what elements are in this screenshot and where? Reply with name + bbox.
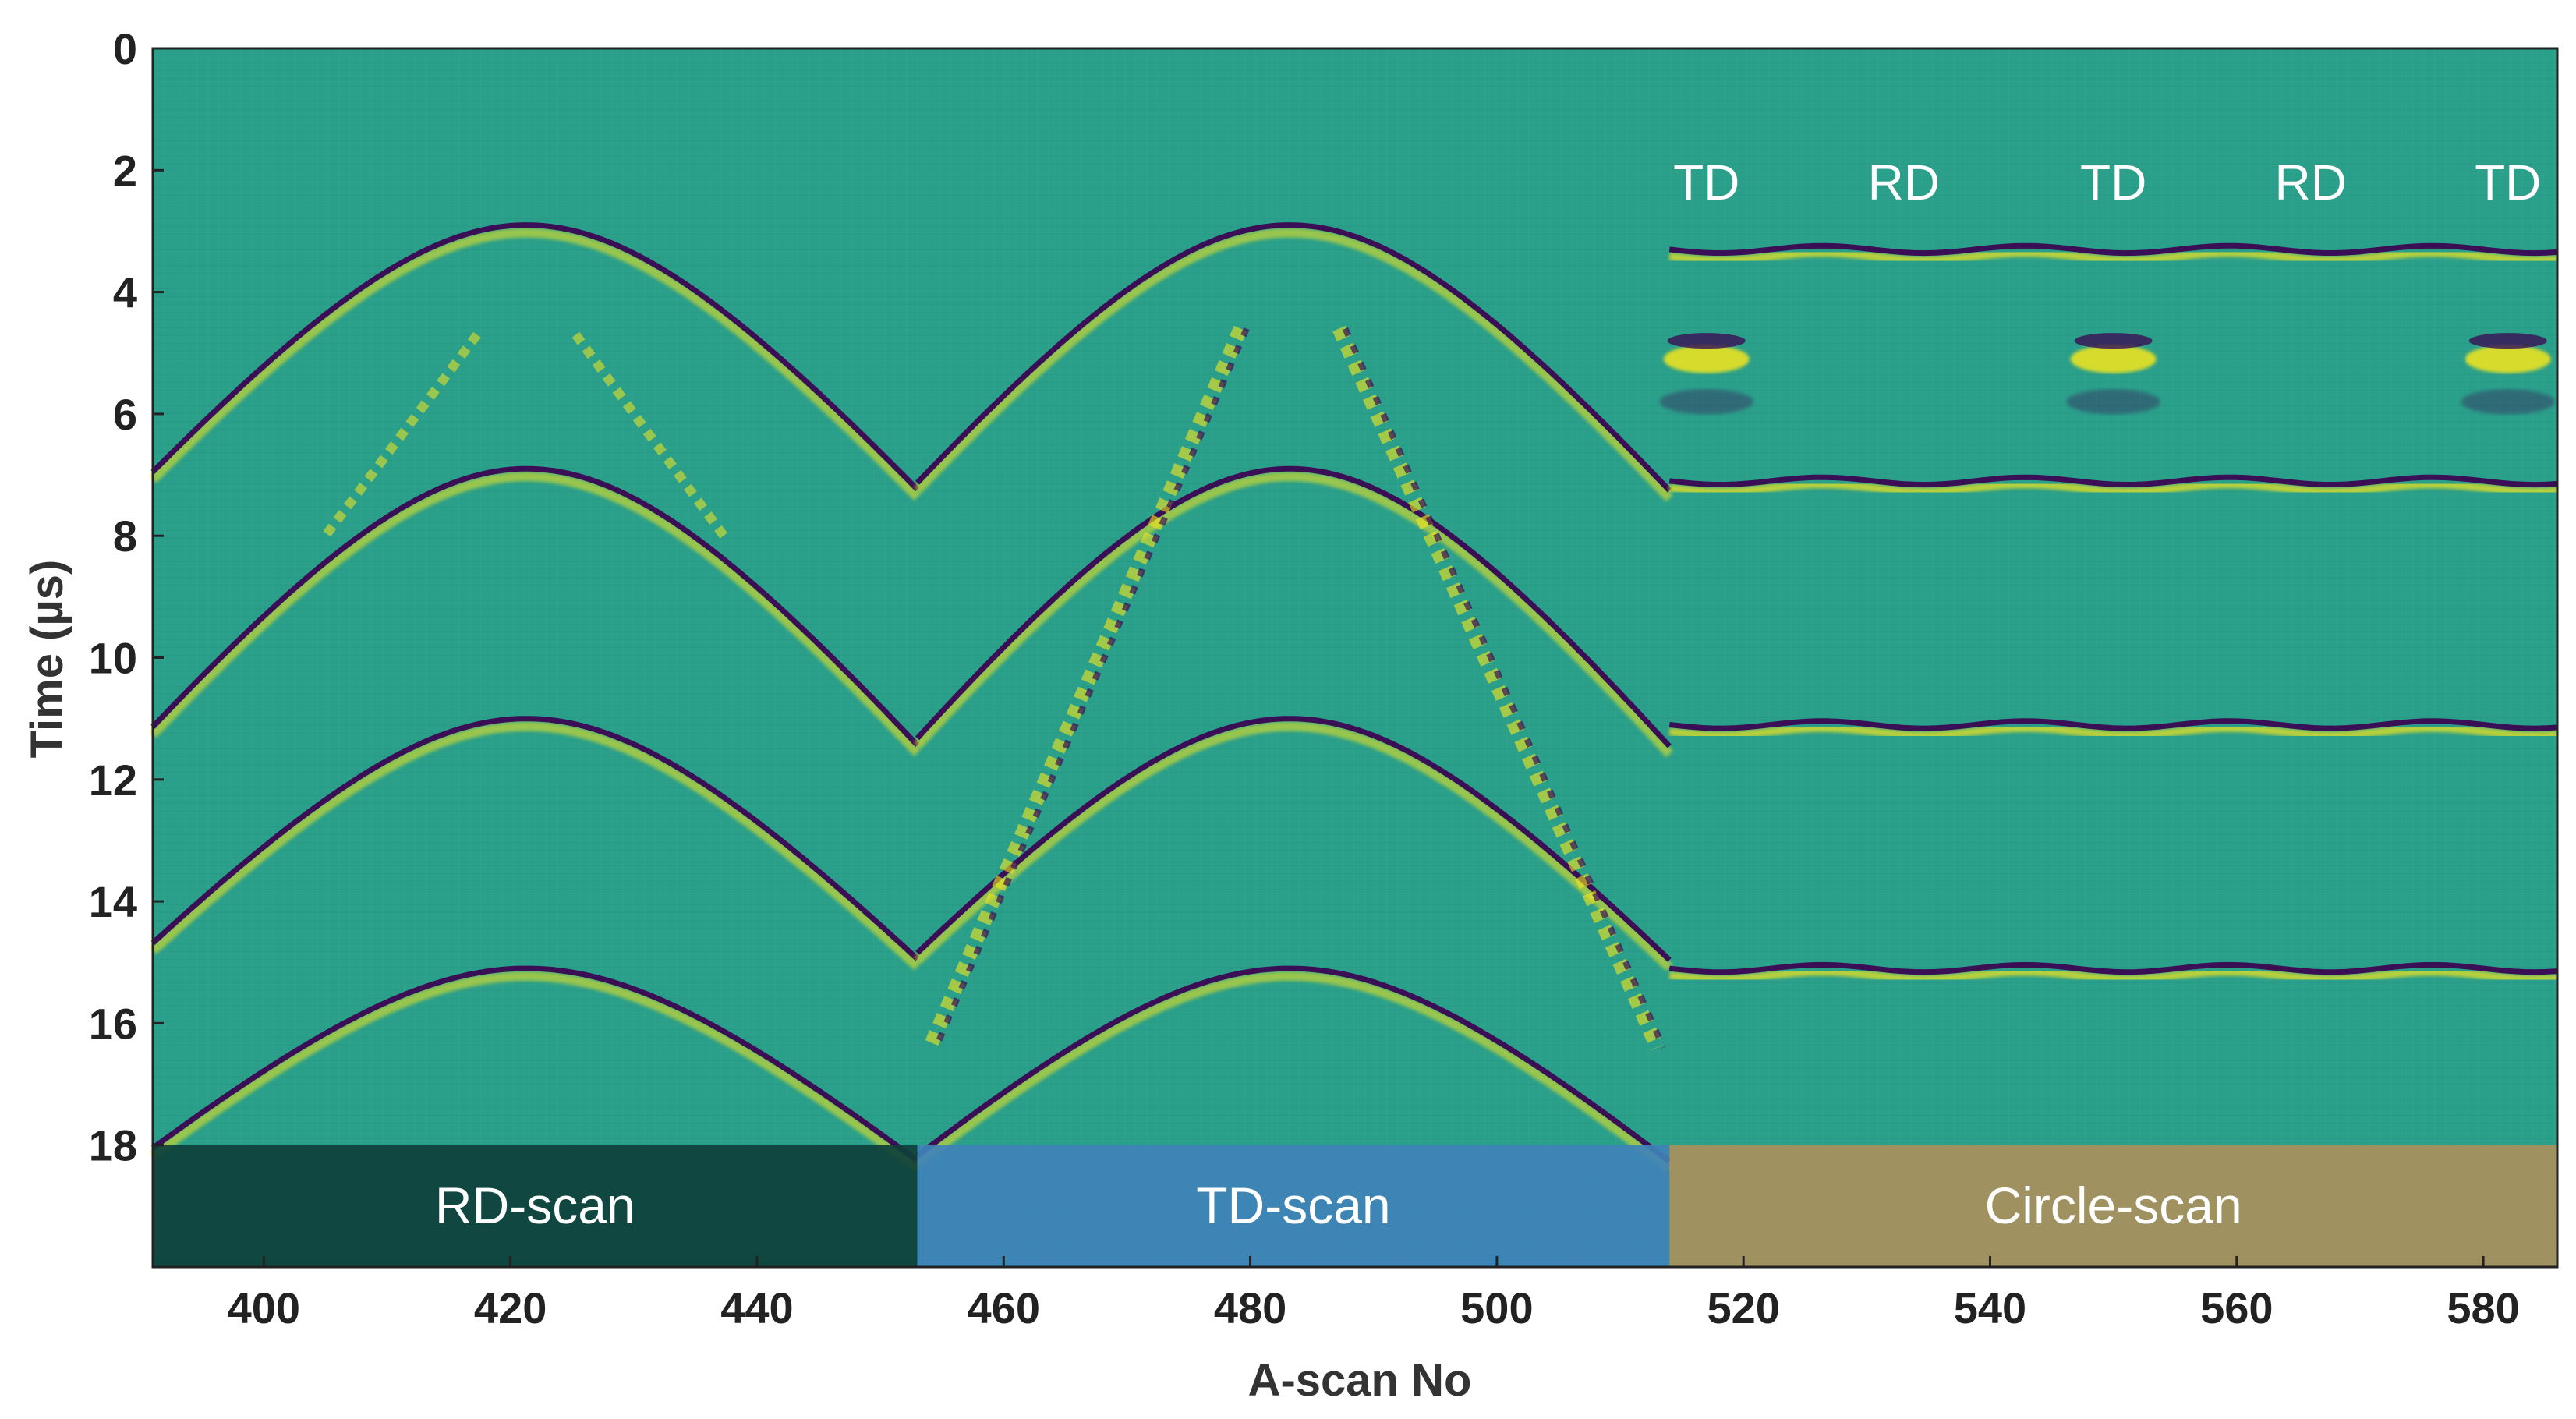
y-tick-label: 0 (113, 24, 137, 73)
y-tick-label: 14 (89, 877, 137, 926)
direction-label: TD (2475, 154, 2541, 211)
y-tick-label: 8 (113, 511, 137, 561)
x-axis-label: A-scan No (1248, 1355, 1472, 1406)
hyperbola-echo (914, 222, 1673, 502)
y-axis-label: Time (µs) (22, 560, 73, 759)
diagonal-negative (1342, 327, 1667, 1049)
x-tick-label: 560 (2200, 1283, 2273, 1332)
region-band-fill (1669, 1145, 2557, 1267)
circle-scan-blob (1659, 389, 1753, 415)
hyperbola-echo (150, 965, 921, 1173)
region-label: TD-scan (1196, 1177, 1390, 1234)
circle-scan-blob (1663, 345, 1750, 373)
diagonal-echo (321, 331, 481, 539)
circle-scan-blob (2074, 333, 2153, 349)
diagonal-positive (571, 331, 728, 539)
hyperbola-echo (914, 465, 1673, 758)
x-tick-label: 460 (968, 1283, 1040, 1332)
diagonal-positive (1332, 325, 1664, 1051)
region-band: RD-scan (153, 1145, 918, 1267)
echo-positive-lobe (1668, 968, 2558, 983)
circle-scan-blob (2465, 345, 2551, 373)
echo-positive-lobe (149, 472, 921, 756)
echo-negative-lobe (915, 965, 1672, 1164)
echo-positive-lobe (914, 971, 1672, 1173)
y-tick-label: 4 (113, 268, 137, 317)
y-axis: 0 2 4 6 8 10 12 14 16 18 (89, 24, 164, 1170)
circle-scan-blob (2070, 345, 2157, 373)
region-bands: RD-scan TD-scan Circle-scan (153, 1145, 2557, 1267)
circle-echo (1668, 961, 2558, 983)
echo-positive-lobe (914, 472, 1673, 758)
region-band: TD-scan (917, 1145, 1670, 1267)
circle-scan-blob (2066, 389, 2160, 415)
echo-negative-lobe (150, 465, 920, 748)
circle-echo (1668, 718, 2558, 740)
echo-negative-lobe (1668, 961, 2558, 975)
y-tick-label: 10 (89, 634, 137, 683)
x-tick-label: 540 (1954, 1283, 2026, 1332)
x-tick-label: 480 (1214, 1283, 1286, 1332)
direction-label: RD (2274, 154, 2346, 211)
y-tick-label: 16 (89, 999, 137, 1048)
echo-negative-lobe (915, 222, 1672, 493)
y-tick-label: 18 (89, 1121, 137, 1170)
x-tick-label: 580 (2447, 1283, 2519, 1332)
echo-positive-lobe (1668, 724, 2558, 740)
circle-scan-blob (2461, 389, 2555, 415)
echo-negative-lobe (1668, 718, 2558, 731)
echo-positive-lobe (149, 228, 921, 501)
hyperbola-echo (149, 716, 921, 971)
circle-scan-blob (2468, 333, 2547, 349)
y-tick-label: 2 (113, 146, 137, 195)
direction-label: TD (2080, 154, 2146, 211)
x-tick-label: 400 (228, 1283, 300, 1332)
x-tick-label: 500 (1460, 1283, 1533, 1332)
direction-labels: TD RD TD RD TD (1673, 154, 2541, 211)
hyperbola-echo (149, 222, 921, 501)
echo-negative-lobe (1668, 474, 2558, 488)
region-band-fill (153, 1145, 918, 1267)
echo-negative-lobe (1668, 242, 2558, 257)
region-band: Circle-scan (1669, 1145, 2557, 1267)
echo-traces (149, 222, 2558, 1173)
x-tick-label: 420 (474, 1283, 547, 1332)
echo-positive-lobe (914, 721, 1673, 971)
direction-label: RD (1868, 154, 1940, 211)
hyperbola-echo (149, 465, 921, 756)
echo-positive-lobe (149, 721, 921, 971)
hyperbola-echo (914, 965, 1672, 1173)
echo-positive-lobe (914, 228, 1673, 502)
echo-positive-lobe (150, 971, 921, 1173)
x-axis: 400 420 440 460 480 500 520 540 560 580 (228, 1256, 2520, 1332)
region-label: Circle-scan (1985, 1177, 2242, 1234)
diagonal-echo (571, 331, 728, 539)
y-tick-label: 12 (89, 756, 137, 805)
circle-echo (1668, 474, 2558, 496)
echo-negative-lobe (915, 465, 1672, 748)
circle-echo (1668, 242, 2558, 264)
echo-negative-lobe (150, 965, 919, 1163)
x-tick-label: 520 (1707, 1283, 1779, 1332)
echo-positive-lobe (1668, 249, 2558, 264)
hyperbola-echo (914, 716, 1673, 971)
y-tick-label: 6 (113, 390, 137, 439)
region-band-fill (917, 1145, 1670, 1267)
circle-scan-blob (1667, 333, 1746, 349)
direction-label: TD (1673, 154, 1739, 211)
echo-negative-lobe (150, 716, 919, 961)
x-tick-label: 440 (720, 1283, 793, 1332)
echo-negative-lobe (150, 222, 920, 492)
diagonal-positive (321, 331, 481, 539)
echo-positive-lobe (1668, 480, 2558, 496)
region-label: RD-scan (435, 1177, 635, 1234)
echo-negative-lobe (915, 716, 1672, 962)
diagonal-echo (1332, 325, 1667, 1051)
